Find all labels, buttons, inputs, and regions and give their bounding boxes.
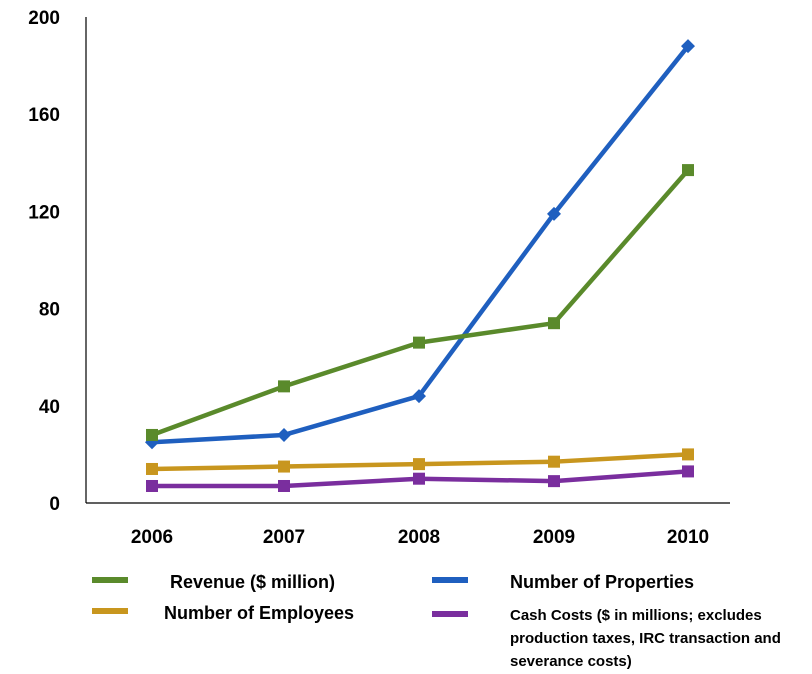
data-point — [146, 479, 158, 492]
data-point — [682, 164, 694, 177]
y-tick-label: 160 — [28, 105, 60, 126]
data-point — [547, 206, 561, 221]
x-tick-label: 2009 — [533, 527, 575, 548]
data-point — [413, 458, 425, 471]
data-point — [548, 475, 560, 488]
data-point — [682, 465, 694, 478]
axes — [85, 17, 730, 504]
data-point — [548, 317, 560, 330]
data-point — [278, 460, 290, 473]
series-markers — [145, 39, 695, 492]
data-point — [146, 462, 158, 475]
data-point — [682, 448, 694, 461]
data-point — [413, 336, 425, 349]
x-tick-label: 2008 — [398, 527, 440, 548]
data-point — [413, 472, 425, 485]
data-point — [278, 479, 290, 492]
series-line — [151, 44, 690, 445]
data-point — [681, 39, 695, 54]
y-tick-label: 0 — [49, 494, 60, 515]
x-tick-label: 2010 — [667, 527, 709, 548]
y-tick-label: 120 — [28, 202, 60, 223]
data-point — [277, 427, 291, 442]
data-point — [548, 455, 560, 468]
x-tick-label: 2006 — [131, 527, 173, 548]
y-tick-labels: 0 40 80 120 160 200 — [28, 8, 60, 515]
data-point — [146, 428, 158, 441]
data-point — [412, 389, 426, 404]
y-tick-label: 200 — [28, 8, 60, 29]
series-lines — [151, 44, 690, 489]
y-tick-label: 80 — [39, 300, 60, 321]
x-tick-label: 2007 — [263, 527, 305, 548]
y-tick-label: 40 — [39, 397, 60, 418]
x-tick-labels: 2006 2007 2008 2009 2010 — [131, 527, 709, 548]
data-point — [278, 380, 290, 393]
